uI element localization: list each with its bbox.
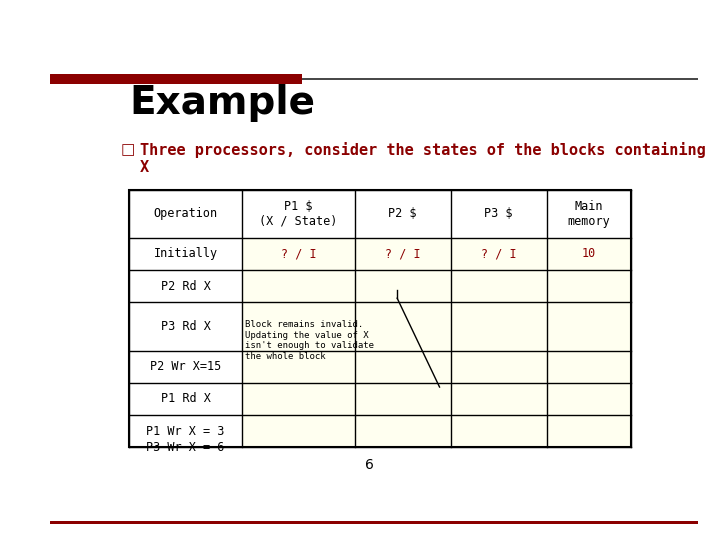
Text: 6: 6: [364, 458, 374, 472]
Text: ? / I: ? / I: [481, 247, 516, 260]
Text: P2 Rd X: P2 Rd X: [161, 280, 210, 293]
Text: P3 Wr X = 6: P3 Wr X = 6: [146, 441, 225, 454]
Bar: [129, 190, 631, 238]
Text: P1 Rd X: P1 Rd X: [161, 393, 210, 406]
Text: P3 $: P3 $: [485, 207, 513, 220]
Text: Example: Example: [129, 84, 315, 122]
Text: P2 Wr X=15: P2 Wr X=15: [150, 360, 221, 373]
Text: P2 $: P2 $: [389, 207, 417, 220]
Text: P1 Wr X = 3: P1 Wr X = 3: [146, 425, 225, 438]
Bar: [129, 238, 242, 447]
Text: Operation: Operation: [153, 207, 217, 220]
Text: Main
memory: Main memory: [567, 200, 611, 228]
Text: Block remains invalid.
Updating the value of X
isn't enough to validate
the whol: Block remains invalid. Updating the valu…: [245, 320, 374, 361]
Text: Three processors, consider the states of the blocks containing X: Three processors, consider the states of…: [140, 141, 706, 175]
Text: P1 $
(X / State): P1 $ (X / State): [259, 200, 338, 228]
Text: Initially: Initially: [153, 247, 217, 260]
Text: 10: 10: [582, 247, 596, 260]
Text: ? / I: ? / I: [385, 247, 420, 260]
Bar: [129, 190, 631, 447]
Text: ? / I: ? / I: [281, 247, 316, 260]
Bar: [242, 238, 631, 447]
Text: P3 Rd X: P3 Rd X: [161, 320, 210, 333]
Text: □: □: [121, 141, 135, 157]
